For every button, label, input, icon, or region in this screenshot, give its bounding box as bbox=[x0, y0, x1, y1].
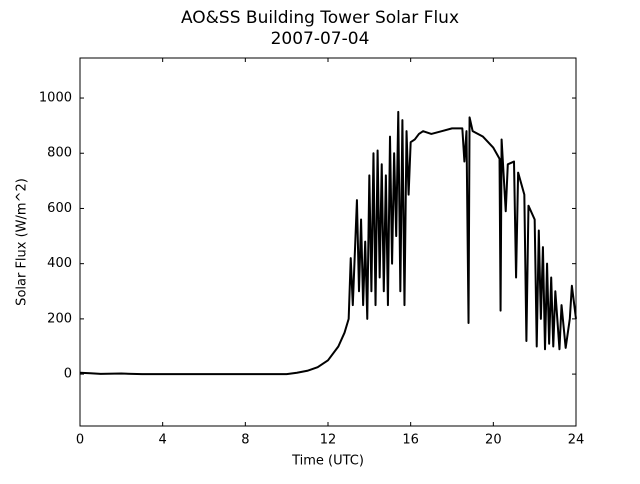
y-tick-label: 0 bbox=[64, 367, 72, 382]
x-tick-label: 20 bbox=[485, 433, 502, 448]
x-tick-label: 8 bbox=[241, 433, 249, 448]
x-tick-label: 4 bbox=[159, 433, 167, 448]
chart-title: AO&SS Building Tower Solar Flux bbox=[181, 8, 459, 28]
x-tick-label: 16 bbox=[402, 433, 419, 448]
data-line bbox=[79, 110, 577, 376]
chart-subtitle: 2007-07-04 bbox=[271, 29, 370, 49]
y-tick-label: 800 bbox=[47, 146, 72, 161]
y-tick-label: 200 bbox=[47, 311, 72, 326]
x-tick-label: 0 bbox=[76, 433, 84, 448]
y-tick-label: 1000 bbox=[39, 91, 72, 106]
x-tick-label: 12 bbox=[320, 433, 337, 448]
y-tick-label: 400 bbox=[47, 256, 72, 271]
y-tick-label: 600 bbox=[47, 201, 72, 216]
x-tick-label: 24 bbox=[568, 433, 585, 448]
x-axis-label: Time (UTC) bbox=[291, 454, 364, 469]
y-axis-label: Solar Flux (W/m^2) bbox=[15, 178, 30, 306]
